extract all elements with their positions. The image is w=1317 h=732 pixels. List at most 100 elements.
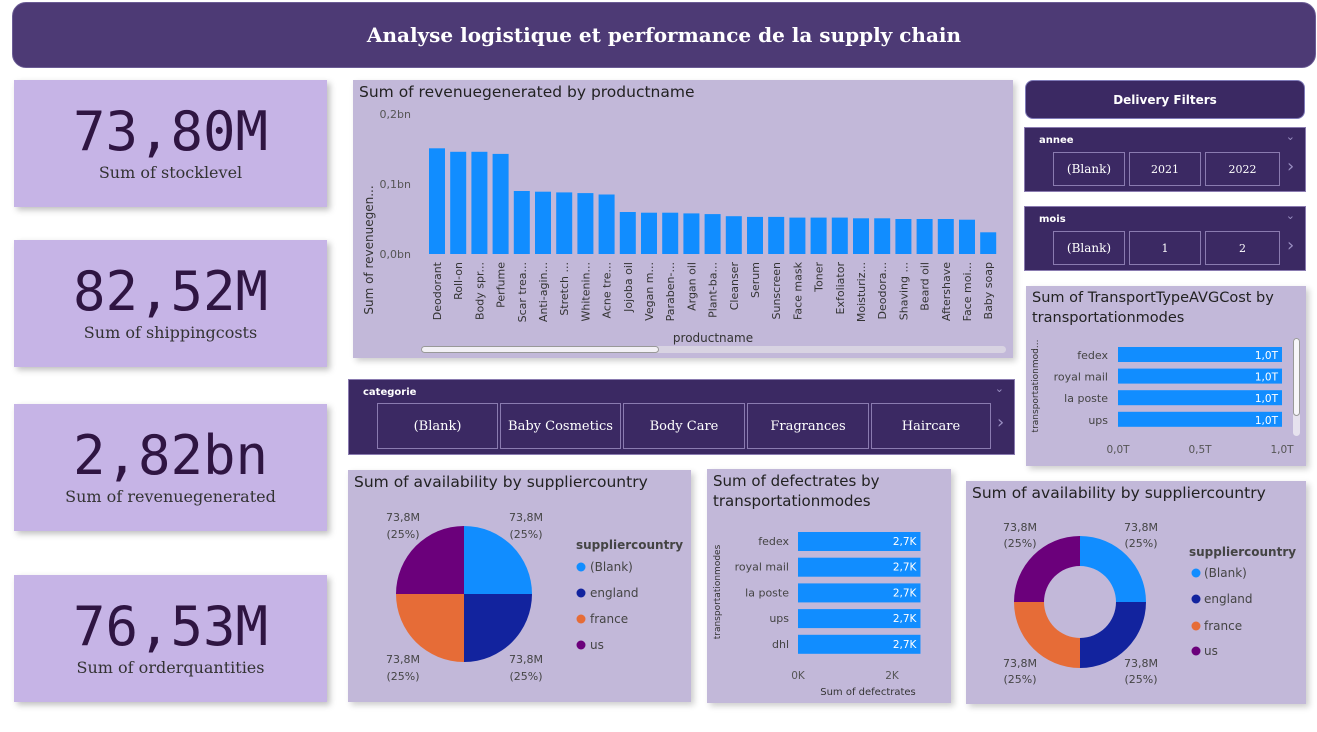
scrollbar-thumb[interactable] bbox=[421, 346, 659, 353]
bar[interactable] bbox=[747, 216, 763, 254]
legend-item[interactable]: england bbox=[590, 586, 639, 600]
slicer-option-2022[interactable]: 2022 bbox=[1205, 152, 1280, 186]
chevron-down-icon[interactable]: ⌄ bbox=[1285, 209, 1295, 222]
x-tick-label: Cleanser bbox=[728, 262, 741, 311]
bar[interactable] bbox=[619, 212, 636, 254]
horizontal-scrollbar[interactable] bbox=[421, 346, 1006, 353]
pie-slice-blank[interactable] bbox=[464, 526, 532, 594]
bar[interactable] bbox=[980, 232, 997, 254]
bar[interactable] bbox=[959, 219, 975, 254]
bar[interactable] bbox=[874, 218, 891, 254]
pie-slice-france[interactable] bbox=[396, 594, 464, 662]
bar[interactable] bbox=[853, 218, 869, 254]
bar[interactable] bbox=[798, 634, 921, 654]
defect-rates-chart[interactable]: Sum of defectrates by transportationmode… bbox=[707, 469, 951, 703]
kpi-value: 2,82bn bbox=[72, 424, 269, 487]
slicer-option-blank[interactable]: (Blank) bbox=[377, 403, 498, 449]
bar[interactable] bbox=[450, 151, 467, 254]
vertical-scrollbar[interactable] bbox=[1293, 338, 1300, 436]
bar[interactable] bbox=[535, 191, 551, 254]
bar[interactable] bbox=[798, 583, 921, 603]
bar[interactable] bbox=[662, 212, 679, 254]
bar[interactable] bbox=[1118, 390, 1282, 406]
legend-item[interactable]: france bbox=[590, 612, 628, 626]
data-label: 1,0T bbox=[1255, 350, 1279, 362]
slicer-option-haircare[interactable]: Haircare bbox=[871, 403, 991, 449]
bar[interactable] bbox=[683, 213, 700, 254]
bar[interactable] bbox=[789, 217, 806, 254]
slicer-option-blank[interactable]: (Blank) bbox=[1053, 231, 1125, 265]
bar[interactable] bbox=[704, 214, 721, 254]
slicer-option-1[interactable]: 1 bbox=[1129, 231, 1201, 265]
legend[interactable]: (Blank) england france us bbox=[576, 560, 639, 652]
bar[interactable] bbox=[810, 217, 827, 254]
x-tick-label: 0,0T bbox=[1106, 444, 1130, 456]
availability-pie-chart[interactable]: Sum of availability by suppliercountry 7… bbox=[348, 470, 691, 702]
mois-slicer[interactable]: mois ⌄ (Blank) 1 2 › bbox=[1024, 206, 1306, 271]
slicer-option-fragrances[interactable]: Fragrances bbox=[747, 403, 869, 449]
revenue-bar-svg[interactable]: Sum of revenuegen... 0,2bn 0,1bn 0,0bn D… bbox=[353, 80, 1013, 358]
pie-slice-us[interactable] bbox=[1014, 536, 1080, 602]
bar[interactable] bbox=[513, 191, 530, 254]
bar[interactable] bbox=[768, 216, 785, 254]
transport-cost-svg[interactable]: transportationmod... 0,0T 0,5T 1,0T fede… bbox=[1026, 286, 1306, 466]
bar[interactable] bbox=[798, 609, 921, 629]
bar[interactable] bbox=[577, 193, 594, 254]
chevron-down-icon[interactable]: ⌄ bbox=[994, 382, 1004, 395]
chevron-down-icon[interactable]: ⌄ bbox=[1285, 130, 1295, 143]
legend-item[interactable]: england bbox=[1204, 592, 1253, 606]
legend-item[interactable]: us bbox=[1204, 644, 1218, 658]
legend-item[interactable]: (Blank) bbox=[590, 560, 633, 574]
slicer-option-2[interactable]: 2 bbox=[1205, 231, 1280, 265]
bar[interactable] bbox=[1118, 411, 1282, 427]
bar[interactable] bbox=[916, 219, 933, 254]
bar[interactable] bbox=[556, 192, 573, 254]
slicer-option-baby-cosmetics[interactable]: Baby Cosmetics bbox=[500, 403, 621, 449]
donut-svg[interactable]: 73,8M (25%) 73,8M (25%) 73,8M (25%) 73,8… bbox=[966, 481, 1306, 704]
delivery-filters-button[interactable]: Delivery Filters bbox=[1025, 80, 1305, 119]
pie-svg[interactable]: 73,8M (25%) 73,8M (25%) 73,8M (25%) 73,8… bbox=[348, 470, 691, 702]
bar[interactable] bbox=[798, 557, 921, 577]
legend-swatch bbox=[1191, 621, 1201, 631]
annee-slicer[interactable]: annee ⌄ (Blank) 2021 2022 › bbox=[1024, 127, 1306, 192]
availability-donut-chart[interactable]: Sum of availability by suppliercountry 7… bbox=[966, 481, 1306, 704]
revenue-by-product-chart[interactable]: Sum of revenuegenerated by productname S… bbox=[353, 80, 1013, 358]
pie-slice-us[interactable] bbox=[396, 526, 464, 594]
bar[interactable] bbox=[831, 217, 848, 254]
categorie-slicer[interactable]: categorie ⌄ (Blank) Baby Cosmetics Body … bbox=[348, 379, 1015, 455]
bar[interactable] bbox=[937, 219, 954, 254]
legend-item[interactable]: france bbox=[1204, 619, 1242, 633]
x-tick-label: Whitenin... bbox=[579, 262, 592, 321]
slicer-option-2021[interactable]: 2021 bbox=[1129, 152, 1201, 186]
y-tick-label: fedex bbox=[758, 535, 789, 548]
pie-slice-england[interactable] bbox=[1080, 602, 1146, 668]
bar[interactable] bbox=[492, 153, 509, 254]
bar[interactable] bbox=[1118, 347, 1282, 362]
legend-title: suppliercountry bbox=[1189, 545, 1296, 559]
legend-item[interactable]: (Blank) bbox=[1204, 566, 1247, 580]
bar[interactable] bbox=[725, 216, 742, 254]
transport-cost-chart[interactable]: Sum of TransportTypeAVGCost by transport… bbox=[1026, 286, 1306, 466]
legend-item[interactable]: us bbox=[590, 638, 604, 652]
slice-value-label: 73,8M bbox=[509, 511, 543, 524]
bar[interactable] bbox=[641, 212, 657, 254]
slicer-option-body-care[interactable]: Body Care bbox=[623, 403, 745, 449]
chevron-right-icon[interactable]: › bbox=[1287, 156, 1295, 177]
pie-slice-blank[interactable] bbox=[1080, 536, 1146, 602]
legend[interactable]: (Blank) england france us bbox=[1191, 566, 1253, 658]
bar[interactable] bbox=[598, 194, 615, 255]
bar[interactable] bbox=[895, 219, 912, 254]
chart-title: Sum of defectrates by transportationmode… bbox=[713, 471, 879, 511]
slicer-option-blank[interactable]: (Blank) bbox=[1053, 152, 1125, 186]
bar[interactable] bbox=[429, 148, 445, 254]
y-tick-label: royal mail bbox=[1054, 371, 1108, 384]
chevron-right-icon[interactable]: › bbox=[1287, 235, 1295, 256]
bar[interactable] bbox=[471, 151, 488, 254]
pie-slice-england[interactable] bbox=[464, 594, 532, 662]
pie-slice-france[interactable] bbox=[1014, 602, 1080, 668]
scrollbar-thumb[interactable] bbox=[1293, 338, 1300, 416]
defect-rates-svg[interactable]: transportationmodes 0K 2K Sum of defectr… bbox=[707, 469, 951, 703]
bar[interactable] bbox=[798, 532, 921, 551]
bar[interactable] bbox=[1118, 368, 1282, 384]
chevron-right-icon[interactable]: › bbox=[997, 412, 1005, 433]
